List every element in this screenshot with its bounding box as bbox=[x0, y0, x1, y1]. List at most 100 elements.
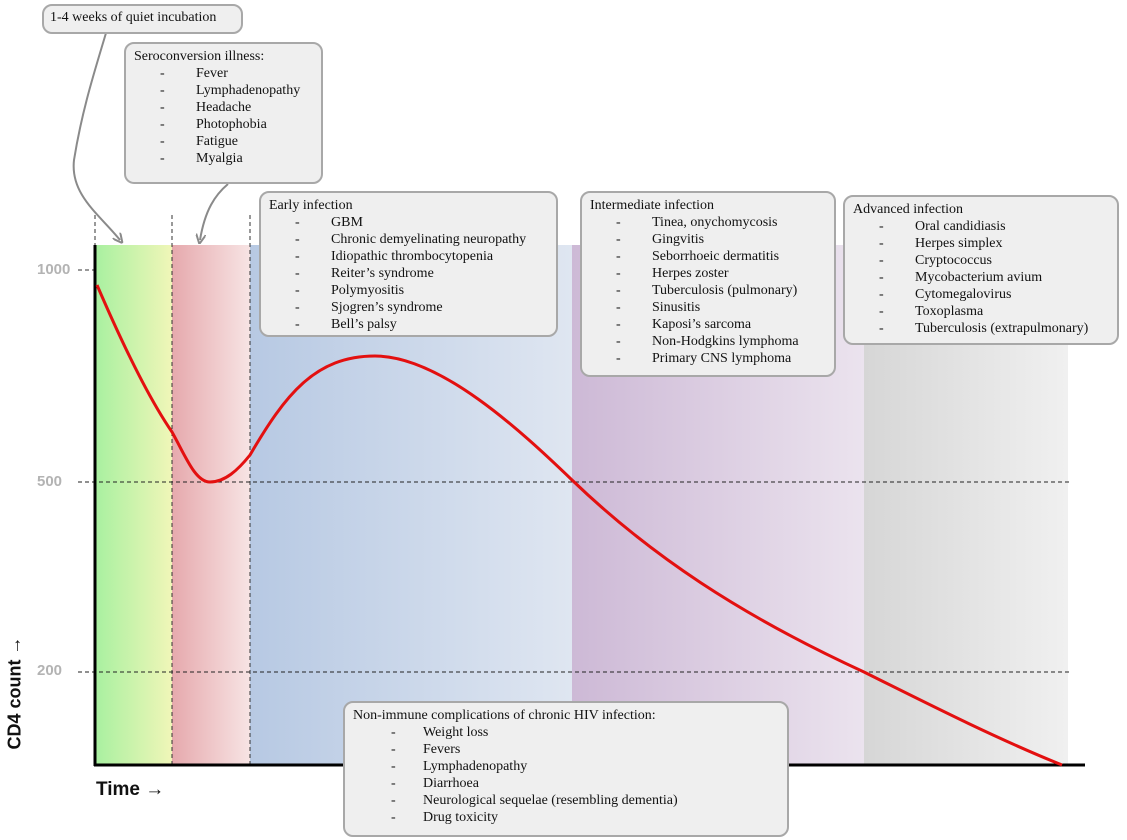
list-dash: - bbox=[616, 300, 621, 315]
list-item: - Gingvitis bbox=[590, 231, 828, 248]
callout-early-infection: Early infection - GBM - Chronic demyelinati… bbox=[259, 191, 558, 337]
list-item-label: Primary CNS lymphoma bbox=[652, 351, 792, 366]
list-item-label: Myalgia bbox=[196, 151, 243, 166]
callout-seroconversion: Seroconversion illness: - Fever - Lymphaden… bbox=[124, 42, 323, 184]
list-dash: - bbox=[391, 742, 396, 757]
callout-advanced-title: Advanced infection bbox=[853, 202, 964, 217]
list-item: - Fatigue bbox=[134, 133, 315, 150]
list-item: - Primary CNS lymphoma bbox=[590, 350, 828, 367]
list-item: - Oral candidiasis bbox=[853, 218, 1111, 235]
list-item: - Idiopathic thrombocytopenia bbox=[269, 248, 550, 265]
list-item-label: Weight loss bbox=[423, 725, 489, 740]
list-dash: - bbox=[616, 334, 621, 349]
callout-intermediate-infection: Intermediate infection - Tinea, onychomyc… bbox=[580, 191, 836, 377]
list-item-label: Fatigue bbox=[196, 134, 238, 149]
intermediate-infection-list: - Tinea, onychomycosis - Gingvitis - Seborrho… bbox=[590, 214, 828, 367]
list-dash: - bbox=[879, 219, 884, 234]
list-item-label: Fevers bbox=[423, 742, 461, 757]
list-item-label: Lymphadenopathy bbox=[423, 759, 528, 774]
list-dash: - bbox=[391, 793, 396, 808]
list-dash: - bbox=[160, 134, 165, 149]
list-dash: - bbox=[160, 83, 165, 98]
list-item-label: Cryptococcus bbox=[915, 253, 992, 268]
list-item-label: Idiopathic thrombocytopenia bbox=[331, 249, 494, 264]
list-dash: - bbox=[616, 317, 621, 332]
list-item: - Fevers bbox=[353, 741, 781, 758]
advanced-infection-list: - Oral candidiasis - Herpes simplex - Cryptoc… bbox=[853, 218, 1111, 337]
list-item: - Mycobacterium avium bbox=[853, 269, 1111, 286]
list-dash: - bbox=[391, 759, 396, 774]
list-item: - Headache bbox=[134, 99, 315, 116]
list-dash: - bbox=[616, 232, 621, 247]
callout-non-immune-title: Non-immune complications of chronic HIV … bbox=[353, 708, 656, 723]
list-dash: - bbox=[879, 253, 884, 268]
y-tick-1000: 1000 bbox=[37, 261, 71, 278]
list-item: - Lymphadenopathy bbox=[134, 82, 315, 99]
list-item-label: Cytomegalovirus bbox=[915, 287, 1012, 302]
list-item-label: Sinusitis bbox=[652, 300, 701, 315]
list-item: - Drug toxicity bbox=[353, 809, 781, 826]
list-dash: - bbox=[295, 317, 300, 332]
list-item: - Seborrhoeic dermatitis bbox=[590, 248, 828, 265]
phase-band-incubation bbox=[95, 245, 172, 765]
early-infection-list: - GBM - Chronic demyelinating neuropathy - Id… bbox=[269, 214, 550, 333]
list-item-label: Chronic demyelinating neuropathy bbox=[331, 232, 527, 247]
list-item-label: Lymphadenopathy bbox=[196, 83, 301, 98]
list-dash: - bbox=[391, 725, 396, 740]
list-dash: - bbox=[616, 351, 621, 366]
list-dash: - bbox=[295, 283, 300, 298]
list-item: - Weight loss bbox=[353, 724, 781, 741]
non-immune-list: - Weight loss - Fevers - Lymphadenopathy - Diar… bbox=[353, 724, 781, 826]
list-item: - Sjogren’s syndrome bbox=[269, 299, 550, 316]
list-dash: - bbox=[160, 100, 165, 115]
list-item-label: Diarrhoea bbox=[423, 776, 479, 791]
list-item: - Cytomegalovirus bbox=[853, 286, 1111, 303]
y-tick-500: 500 bbox=[37, 473, 63, 490]
cd4-curve bbox=[95, 284, 1063, 767]
list-item: - Toxoplasma bbox=[853, 303, 1111, 320]
list-dash: - bbox=[879, 321, 884, 336]
callout-incubation-title: 1-4 weeks of quiet incubation bbox=[50, 10, 217, 25]
list-item-label: Seborrhoeic dermatitis bbox=[652, 249, 780, 264]
list-item: - Reiter’s syndrome bbox=[269, 265, 550, 282]
list-dash: - bbox=[879, 236, 884, 251]
list-item-label: Non-Hodgkins lymphoma bbox=[652, 334, 799, 349]
list-item: - Lymphadenopathy bbox=[353, 758, 781, 775]
list-item: - Neurological sequelae (resembling demen… bbox=[353, 792, 781, 809]
list-item: - Cryptococcus bbox=[853, 252, 1111, 269]
list-item-label: Mycobacterium avium bbox=[915, 270, 1043, 285]
list-item-label: Neurological sequelae (resembling dement… bbox=[423, 793, 678, 808]
list-dash: - bbox=[160, 66, 165, 81]
list-item: - Sinusitis bbox=[590, 299, 828, 316]
list-item-label: Sjogren’s syndrome bbox=[331, 300, 443, 315]
list-item: - Myalgia bbox=[134, 150, 315, 167]
list-item: - Chronic demyelinating neuropathy bbox=[269, 231, 550, 248]
list-item-label: Tuberculosis (pulmonary) bbox=[652, 283, 798, 298]
list-item-label: Tuberculosis (extrapulmonary) bbox=[915, 321, 1089, 336]
x-axis-label: Time → bbox=[96, 779, 165, 800]
list-item: - Polymyositis bbox=[269, 282, 550, 299]
list-dash: - bbox=[295, 300, 300, 315]
callout-advanced-infection: Advanced infection - Oral candidiasis - Her… bbox=[843, 195, 1119, 345]
list-dash: - bbox=[295, 232, 300, 247]
list-dash: - bbox=[879, 270, 884, 285]
list-dash: - bbox=[879, 287, 884, 302]
list-item-label: GBM bbox=[331, 215, 363, 230]
incubation-arrow bbox=[72, 32, 120, 240]
callout-early-title: Early infection bbox=[269, 198, 353, 213]
list-item-label: Herpes zoster bbox=[652, 266, 729, 281]
callout-non-immune: Non-immune complications of chronic HIV … bbox=[343, 701, 789, 837]
list-item: - Non-Hodgkins lymphoma bbox=[590, 333, 828, 350]
list-dash: - bbox=[295, 266, 300, 281]
list-item-label: Polymyositis bbox=[331, 283, 405, 298]
list-dash: - bbox=[879, 304, 884, 319]
callout-seroconversion-title: Seroconversion illness: bbox=[134, 49, 265, 64]
list-item: - Fever bbox=[134, 65, 315, 82]
list-item-label: Headache bbox=[196, 100, 252, 115]
list-dash: - bbox=[160, 151, 165, 166]
phase-band-seroconversion bbox=[172, 245, 250, 765]
list-dash: - bbox=[616, 283, 621, 298]
list-item: - Kaposi’s sarcoma bbox=[590, 316, 828, 333]
list-item: - Photophobia bbox=[134, 116, 315, 133]
list-item: - Tinea, onychomycosis bbox=[590, 214, 828, 231]
